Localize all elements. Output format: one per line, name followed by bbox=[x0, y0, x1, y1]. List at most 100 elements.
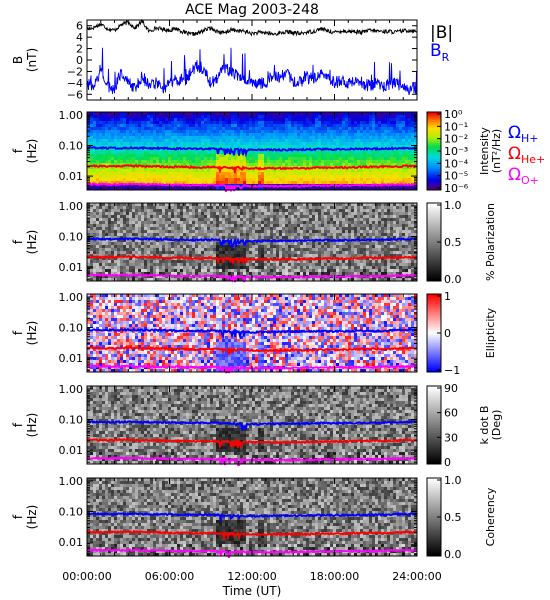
ylabel-symbol: f bbox=[11, 514, 25, 519]
panel-3-ellipticity: 1.00 0.10 0.01 1 0 −1 Ellipticity bbox=[59, 290, 498, 377]
colorbar-tick-label: 1 bbox=[444, 290, 451, 303]
spectrogram-cells bbox=[87, 386, 418, 465]
y-tick-label: 1.00 bbox=[59, 383, 84, 396]
x-tick-label: 00:00:00 bbox=[62, 570, 111, 583]
legend-b-magnitude: |B| bbox=[430, 23, 453, 43]
ylabel-unit: (Hz) bbox=[25, 321, 39, 346]
series-line-b-r bbox=[86, 47, 418, 96]
colorbar-tick-label: 10⁻⁶ bbox=[444, 182, 469, 195]
colorbar-tick-label: 1.0 bbox=[444, 474, 462, 487]
panel-5-ylabel: f (Hz) bbox=[11, 505, 39, 530]
panel-1-ylabel: f (Hz) bbox=[11, 139, 39, 164]
colorbar-tick-label: 10⁻⁵ bbox=[444, 170, 468, 183]
colorbar-tick-label: 10⁻³ bbox=[444, 145, 468, 158]
gyro-line-he-plus bbox=[86, 529, 417, 541]
figure-title: ACE Mag 2003-248 bbox=[185, 2, 319, 18]
panel-0-ylabel: B (nT) bbox=[11, 48, 39, 72]
panel-4-ylabel: f (Hz) bbox=[11, 413, 39, 438]
y-tick-label: 1.00 bbox=[59, 475, 84, 488]
panel-5-colorbar: 1.0 0.5 0.0 Coherency bbox=[426, 474, 497, 561]
colorbar-unit: (nT²/Hz) bbox=[490, 129, 503, 173]
legend-omega-h-plus: ΩH+ bbox=[508, 123, 539, 145]
colorbar-label: k dot B bbox=[478, 406, 491, 445]
colorbar-tick-label: 0.5 bbox=[444, 236, 462, 249]
legend-omega-o-plus: ΩO+ bbox=[508, 165, 539, 187]
y-tick-label: 4 bbox=[76, 31, 83, 44]
colorbar-tick-label: 60 bbox=[444, 407, 458, 420]
ylabel-unit: (Hz) bbox=[25, 413, 39, 438]
y-tick-label: 1.00 bbox=[59, 291, 84, 304]
ylabel-unit: (Hz) bbox=[25, 505, 39, 530]
panel-2-ylabel: f (Hz) bbox=[11, 230, 39, 255]
panel-2-polarization: 1.00 0.10 0.01 1.0 0.5 0.0 % Polarization bbox=[59, 199, 498, 286]
y-tick-label: 0.10 bbox=[59, 231, 84, 244]
colorbar-tick-label: 0.0 bbox=[444, 548, 462, 561]
x-axis-label: Time (UT) bbox=[222, 584, 282, 598]
y-tick-label: 0.10 bbox=[59, 140, 84, 153]
y-tick-label: 0.01 bbox=[59, 536, 84, 549]
y-tick-label: −4 bbox=[67, 77, 83, 90]
colorbar-tick-label: 0 bbox=[444, 327, 451, 340]
ylabel-unit: (nT) bbox=[25, 48, 39, 72]
y-tick-label: 0.01 bbox=[59, 444, 84, 457]
colorbar-tick-label: 0.5 bbox=[444, 511, 462, 524]
gyro-line-h-plus bbox=[86, 236, 418, 250]
ylabel-symbol: f bbox=[11, 422, 25, 427]
y-tick-label: 0.10 bbox=[59, 322, 84, 335]
gyro-line-he-plus bbox=[86, 437, 418, 450]
colorbar-tick-label: 30 bbox=[444, 431, 458, 444]
legend-b-r: BR bbox=[430, 41, 450, 64]
x-tick-label: 06:00:00 bbox=[145, 570, 194, 583]
y-tick-label: 2 bbox=[76, 43, 83, 56]
ylabel-symbol: f bbox=[11, 148, 25, 153]
ylabel-symbol: B bbox=[11, 56, 25, 64]
colorbar-tick-label: 10⁻² bbox=[444, 133, 468, 146]
colorbar-frame bbox=[426, 385, 442, 465]
colorbar-tick-label: −1 bbox=[444, 364, 460, 377]
colorbar-tick-label: 1.0 bbox=[444, 199, 462, 212]
gyro-line-h-plus bbox=[87, 419, 418, 432]
y-tick-label: −6 bbox=[67, 88, 83, 101]
y-tick-label: 6 bbox=[76, 20, 83, 33]
colorbar-tick-label: 10⁻⁴ bbox=[444, 157, 469, 170]
spectrogram-cells bbox=[87, 112, 418, 191]
y-tick-label: 0.01 bbox=[59, 261, 84, 274]
ylabel-symbol: f bbox=[11, 330, 25, 335]
gyro-line-he-plus bbox=[87, 254, 418, 266]
gyro-line-he-plus bbox=[86, 345, 418, 355]
spectrogram-cells bbox=[87, 294, 418, 373]
x-tick-label: 24:00:00 bbox=[392, 570, 441, 583]
colorbar-tick-label: 0.0 bbox=[444, 273, 462, 286]
y-tick-label: 1.00 bbox=[59, 200, 84, 213]
colorbar-tick-label: 0 bbox=[444, 456, 451, 469]
legend-omega-he-plus: ΩHe+ bbox=[508, 144, 545, 166]
gyro-line-h-plus bbox=[86, 327, 418, 341]
panel-4-colorbar: 90 60 30 0 k dot B (Deg) bbox=[426, 382, 503, 469]
colorbar-unit: (Deg) bbox=[490, 410, 503, 441]
y-tick-label: 1.00 bbox=[59, 109, 84, 122]
colorbar-tick-label: 10⁻¹ bbox=[444, 120, 468, 133]
y-tick-label: 0.01 bbox=[59, 352, 84, 365]
y-tick-label: 0.10 bbox=[59, 414, 84, 427]
colorbar-tick-label: 90 bbox=[444, 382, 458, 395]
colorbar-label: Coherency bbox=[484, 487, 497, 546]
gyro-line-h-plus bbox=[86, 511, 418, 523]
panel-3-ylabel: f (Hz) bbox=[11, 321, 39, 346]
y-tick-label: 0 bbox=[76, 54, 83, 67]
colorbar-label: Intensity bbox=[478, 127, 491, 175]
panel-3-colorbar: 1 0 −1 Ellipticity bbox=[426, 290, 497, 377]
y-tick-label: −2 bbox=[67, 65, 83, 78]
x-tick-label: 12:00:00 bbox=[227, 570, 276, 583]
ylabel-unit: (Hz) bbox=[25, 230, 39, 255]
x-tick-label: 18:00:00 bbox=[310, 570, 359, 583]
y-tick-label: 0.10 bbox=[59, 506, 84, 519]
colorbar-tick-label: 10⁰ bbox=[444, 108, 463, 121]
gyro-line-he-plus bbox=[86, 163, 418, 174]
panel-2-colorbar: 1.0 0.5 0.0 % Polarization bbox=[426, 199, 497, 286]
ylabel-unit: (Hz) bbox=[25, 139, 39, 164]
panel-4-k-dot-b: 1.00 0.10 0.01 90 60 30 0 k dot B (Deg) bbox=[59, 382, 504, 469]
